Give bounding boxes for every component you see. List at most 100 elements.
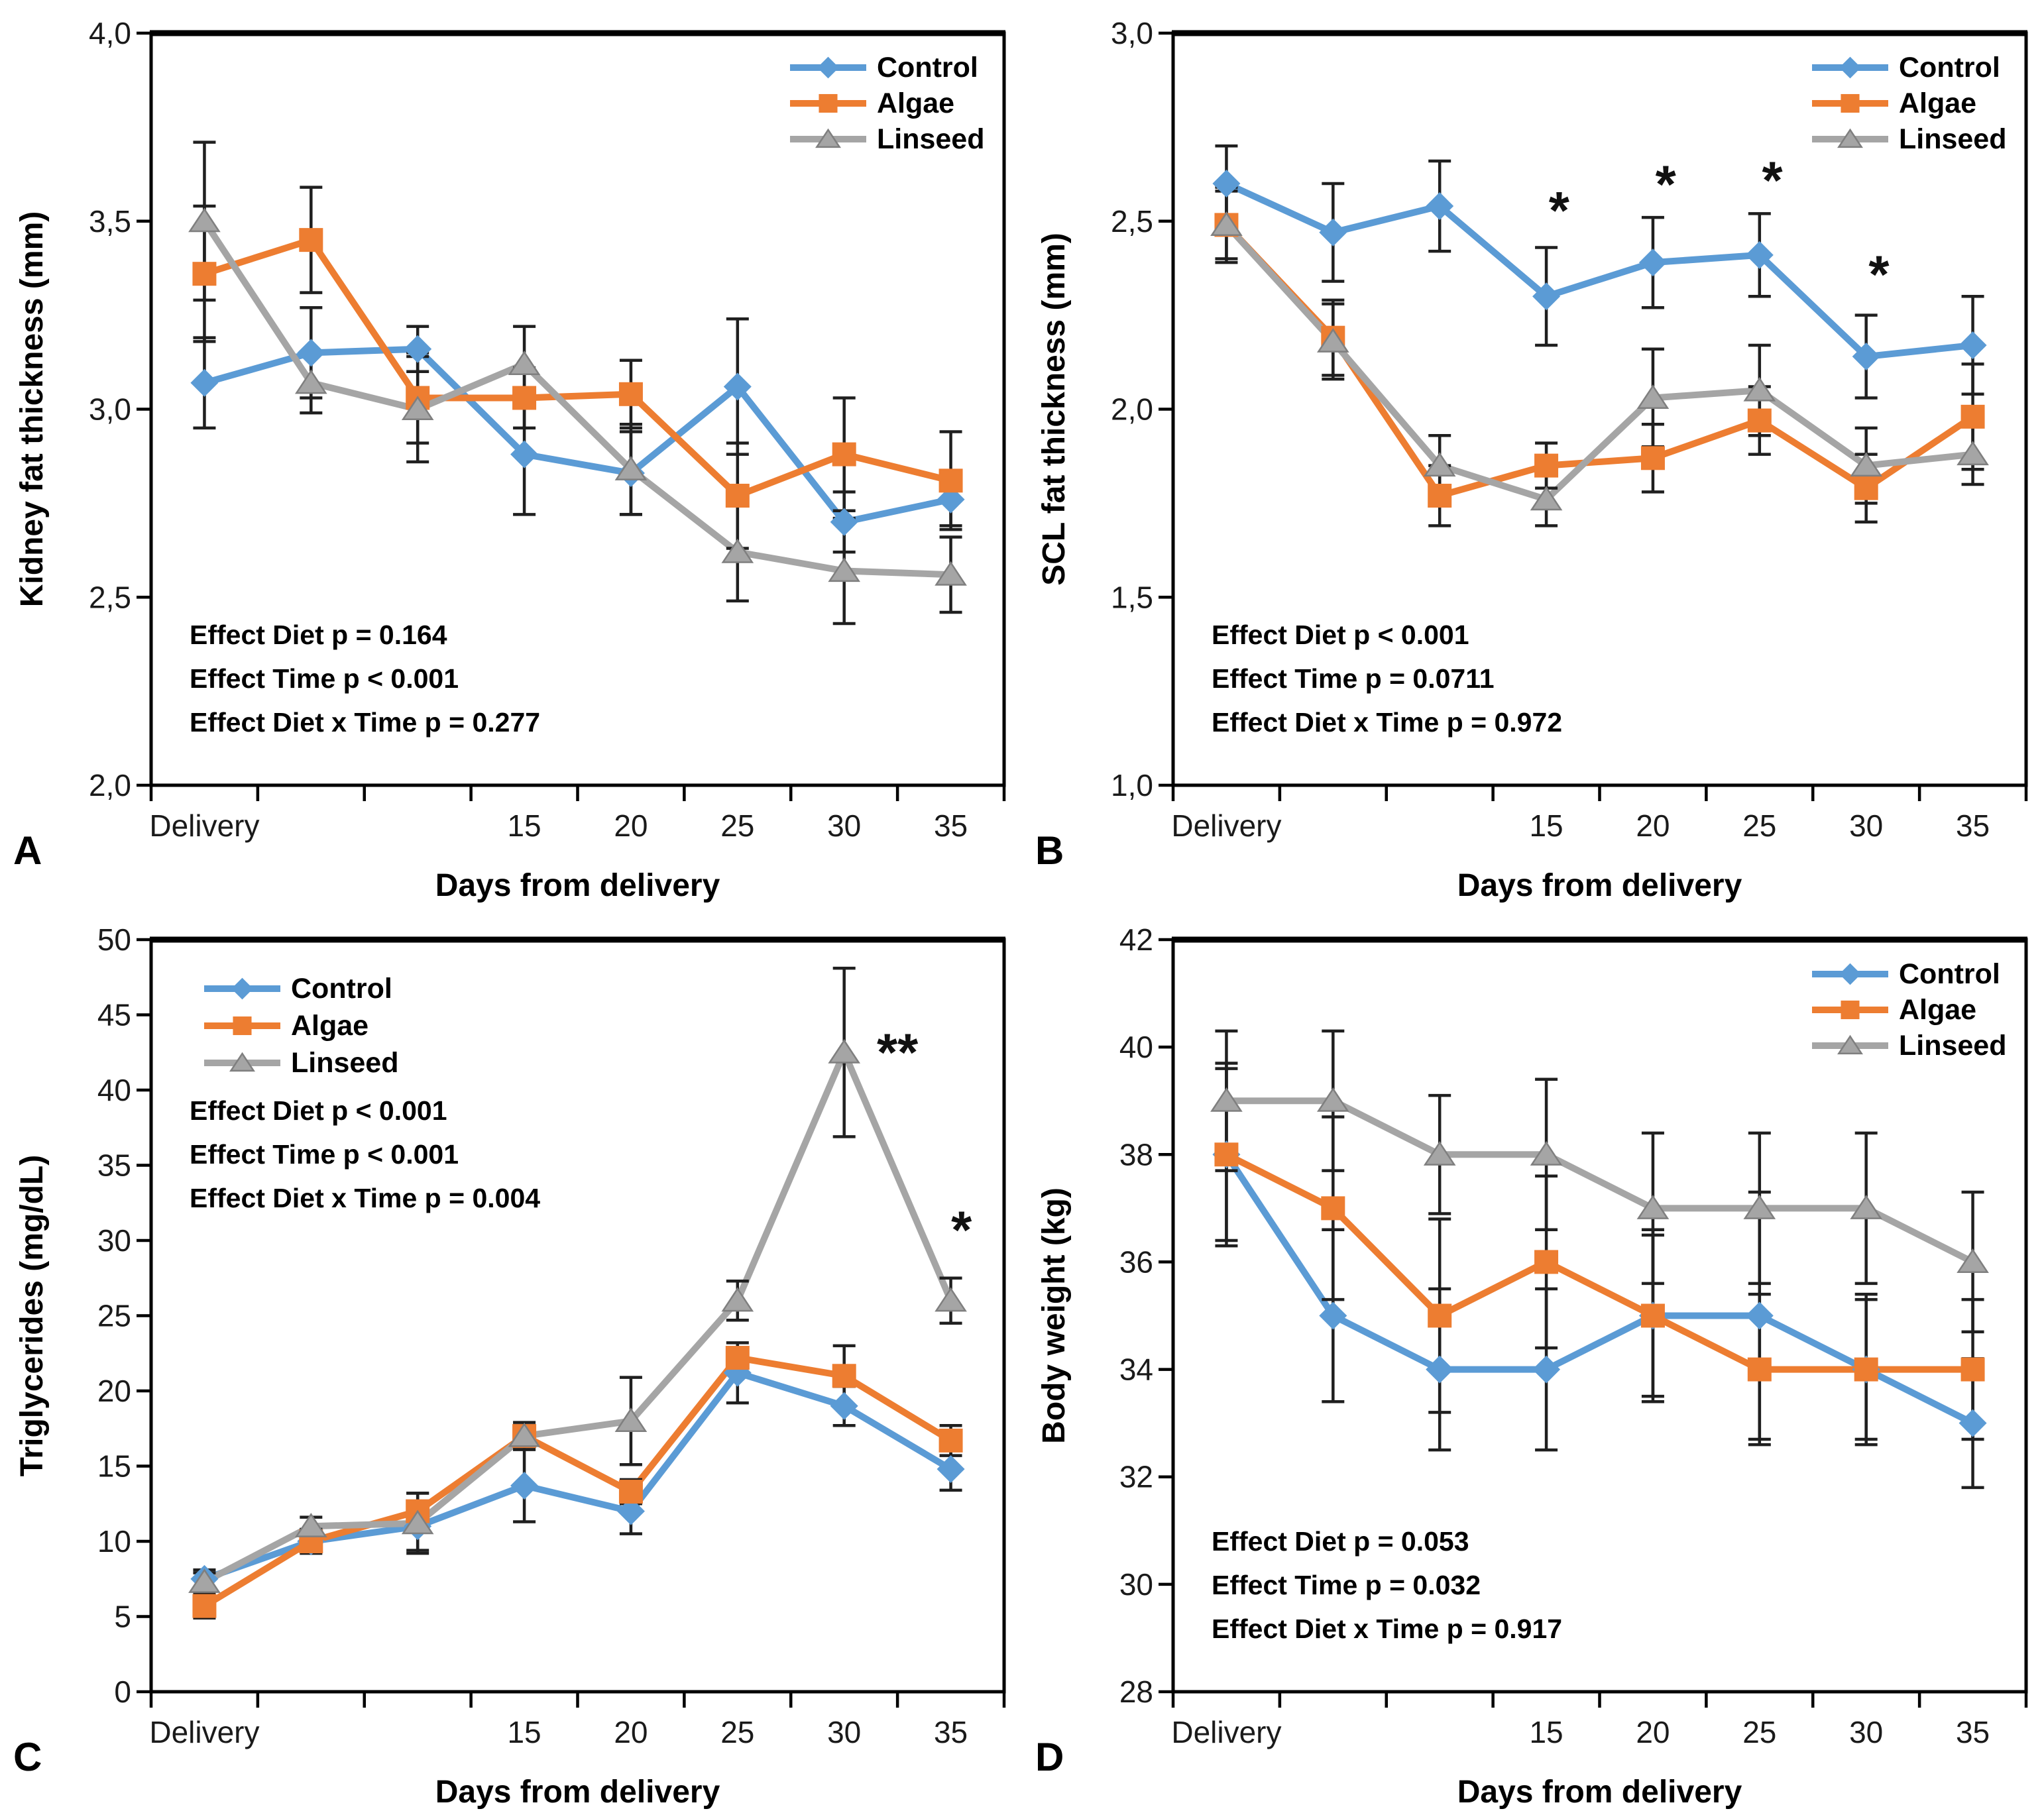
legend-marker-triangle bbox=[1837, 128, 1863, 148]
stats-text: Effect Diet p < 0.001 Effect Time p = 0.0… bbox=[1212, 620, 1562, 738]
x-tick-label: 25 bbox=[1742, 1715, 1776, 1749]
legend-marker-triangle bbox=[815, 128, 841, 148]
data-point-control bbox=[830, 1392, 858, 1420]
series-control-line bbox=[201, 345, 954, 525]
data-point-linseed bbox=[1743, 1195, 1776, 1219]
data-point-linseed bbox=[1530, 486, 1563, 511]
y-axis-title: SCL fat thickness (mm) bbox=[1037, 233, 1072, 586]
legend-item-linseed: Linseed bbox=[204, 1047, 399, 1079]
data-point-control bbox=[1852, 343, 1880, 371]
panel-letter: A bbox=[13, 828, 42, 873]
x-tick-label: Delivery bbox=[1171, 1715, 1281, 1749]
series-linseed-markers bbox=[1210, 1087, 1989, 1273]
legend-label: Linseed bbox=[291, 1047, 399, 1079]
panel-letter: C bbox=[13, 1735, 42, 1779]
data-point-algae bbox=[299, 228, 323, 252]
data-point-control bbox=[937, 1455, 965, 1484]
y-tick-label: 34 bbox=[1119, 1352, 1153, 1387]
data-point-algae bbox=[1747, 1357, 1772, 1382]
stats-line: Effect Time p < 0.001 bbox=[190, 663, 459, 694]
legend-item-control: Control bbox=[790, 52, 978, 83]
data-point-linseed bbox=[1316, 328, 1349, 353]
data-point-algae bbox=[1747, 408, 1772, 433]
legend-item-algae: Algae bbox=[1812, 994, 1976, 1026]
series-linseed-markers bbox=[188, 1038, 967, 1593]
series-control-line bbox=[1223, 180, 1976, 360]
data-point-algae bbox=[1534, 1250, 1559, 1274]
data-point-algae bbox=[832, 1364, 856, 1388]
x-tick-label: 15 bbox=[507, 1715, 541, 1749]
data-point-linseed bbox=[721, 1287, 754, 1312]
data-point-algae bbox=[1428, 484, 1452, 508]
data-point-algae bbox=[1854, 1357, 1878, 1382]
y-axis: 1,0 1,5 2,0 2,5 3,0 bbox=[1111, 16, 1173, 802]
data-point-control bbox=[830, 508, 858, 536]
data-point-algae bbox=[192, 262, 217, 286]
series-linseed-markers bbox=[188, 207, 967, 586]
data-point-linseed bbox=[508, 1422, 541, 1447]
data-point-control bbox=[1532, 282, 1561, 311]
chart-panel-b: 1,0 1,5 2,0 2,5 3,0 Delivery 15 20 25 30 35 Days fr… bbox=[1035, 16, 2028, 903]
legend-marker-diamond bbox=[817, 56, 839, 79]
data-point-linseed bbox=[1957, 441, 1989, 466]
legend-item-control: Control bbox=[1812, 958, 2000, 990]
legend-item-control: Control bbox=[1812, 52, 2000, 83]
y-axis-title: Triglycerides (mg/dL) bbox=[15, 1155, 50, 1476]
x-tick-label: 35 bbox=[934, 808, 968, 843]
x-tick-label: 25 bbox=[720, 1715, 754, 1749]
legend-marker-square bbox=[233, 1016, 252, 1036]
data-point-control bbox=[1212, 170, 1241, 197]
legend-marker-diamond bbox=[1839, 963, 1861, 985]
y-tick-label: 30 bbox=[1119, 1567, 1153, 1602]
chart-panel-d: 28 30 32 34 36 38 40 42 Delivery 15 20 25 30 35 Days f… bbox=[1035, 922, 2028, 1810]
data-point-algae bbox=[1321, 1196, 1345, 1221]
y-tick-label: 28 bbox=[1119, 1675, 1153, 1709]
y-tick-label: 36 bbox=[1119, 1244, 1153, 1279]
legend-label: Control bbox=[1899, 958, 2000, 990]
legend-marker-square bbox=[819, 93, 838, 113]
y-tick-label: 30 bbox=[97, 1223, 131, 1258]
data-point-linseed bbox=[1957, 1248, 1989, 1273]
y-tick-label: 25 bbox=[97, 1299, 131, 1333]
data-point-linseed bbox=[1530, 1141, 1563, 1166]
data-point-linseed bbox=[828, 557, 861, 582]
legend: Control Algae Linseed bbox=[1812, 52, 2007, 155]
legend-label: Linseed bbox=[1899, 1030, 2007, 1062]
data-point-linseed bbox=[294, 1513, 327, 1537]
series-algae-line bbox=[201, 237, 954, 500]
y-tick-label: 10 bbox=[97, 1524, 131, 1559]
data-point-control bbox=[1959, 1409, 1987, 1437]
data-point-algae bbox=[938, 1428, 963, 1453]
stats-line: Effect Time p = 0.0711 bbox=[1212, 663, 1495, 694]
data-point-linseed bbox=[1743, 376, 1776, 402]
legend-item-linseed: Linseed bbox=[790, 123, 985, 155]
y-tick-label: 2,5 bbox=[89, 580, 131, 614]
y-tick-label: 50 bbox=[97, 922, 131, 957]
panel-b: 1,0 1,5 2,0 2,5 3,0 Delivery 15 20 25 30 35 Days fr… bbox=[1022, 0, 2044, 906]
data-point-algae bbox=[1854, 476, 1878, 500]
data-point-control bbox=[723, 372, 752, 401]
x-tick-label: 20 bbox=[1636, 1715, 1670, 1749]
y-tick-label: 3,0 bbox=[1111, 16, 1153, 50]
plot-border bbox=[1171, 938, 2028, 1694]
legend-label: Linseed bbox=[1899, 123, 2007, 155]
x-tick-label: Delivery bbox=[1171, 808, 1281, 843]
x-tick-label: 20 bbox=[1636, 808, 1670, 843]
series-algae-markers bbox=[1214, 213, 1985, 508]
stats-text: Effect Diet p = 0.164 Effect Time p < 0.0… bbox=[190, 620, 540, 738]
data-point-linseed bbox=[1636, 1195, 1670, 1219]
stats-line: Effect Time p < 0.001 bbox=[190, 1139, 459, 1170]
data-point-linseed bbox=[935, 561, 967, 586]
data-point-linseed bbox=[401, 396, 434, 421]
panel-a: 2,0 2,5 3,0 3,5 4,0 Delivery 15 20 25 30 35 Days fr… bbox=[0, 0, 1022, 906]
series-algae-markers bbox=[1214, 1142, 1985, 1382]
series-algae-line bbox=[201, 1354, 954, 1610]
data-point-algae bbox=[1640, 1303, 1665, 1328]
stats-text: Effect Diet p = 0.053 Effect Time p = 0.0… bbox=[1212, 1526, 1562, 1644]
data-point-control bbox=[297, 339, 325, 367]
stats-line: Effect Diet x Time p = 0.004 bbox=[190, 1183, 540, 1213]
data-point-algae bbox=[512, 386, 537, 410]
series-control-line bbox=[1223, 1151, 1976, 1427]
chart-panel-c: 0 5 10 15 20 25 30 35 40 45 50 Delivery 15 20 25 30 35 Da… bbox=[13, 922, 1006, 1810]
